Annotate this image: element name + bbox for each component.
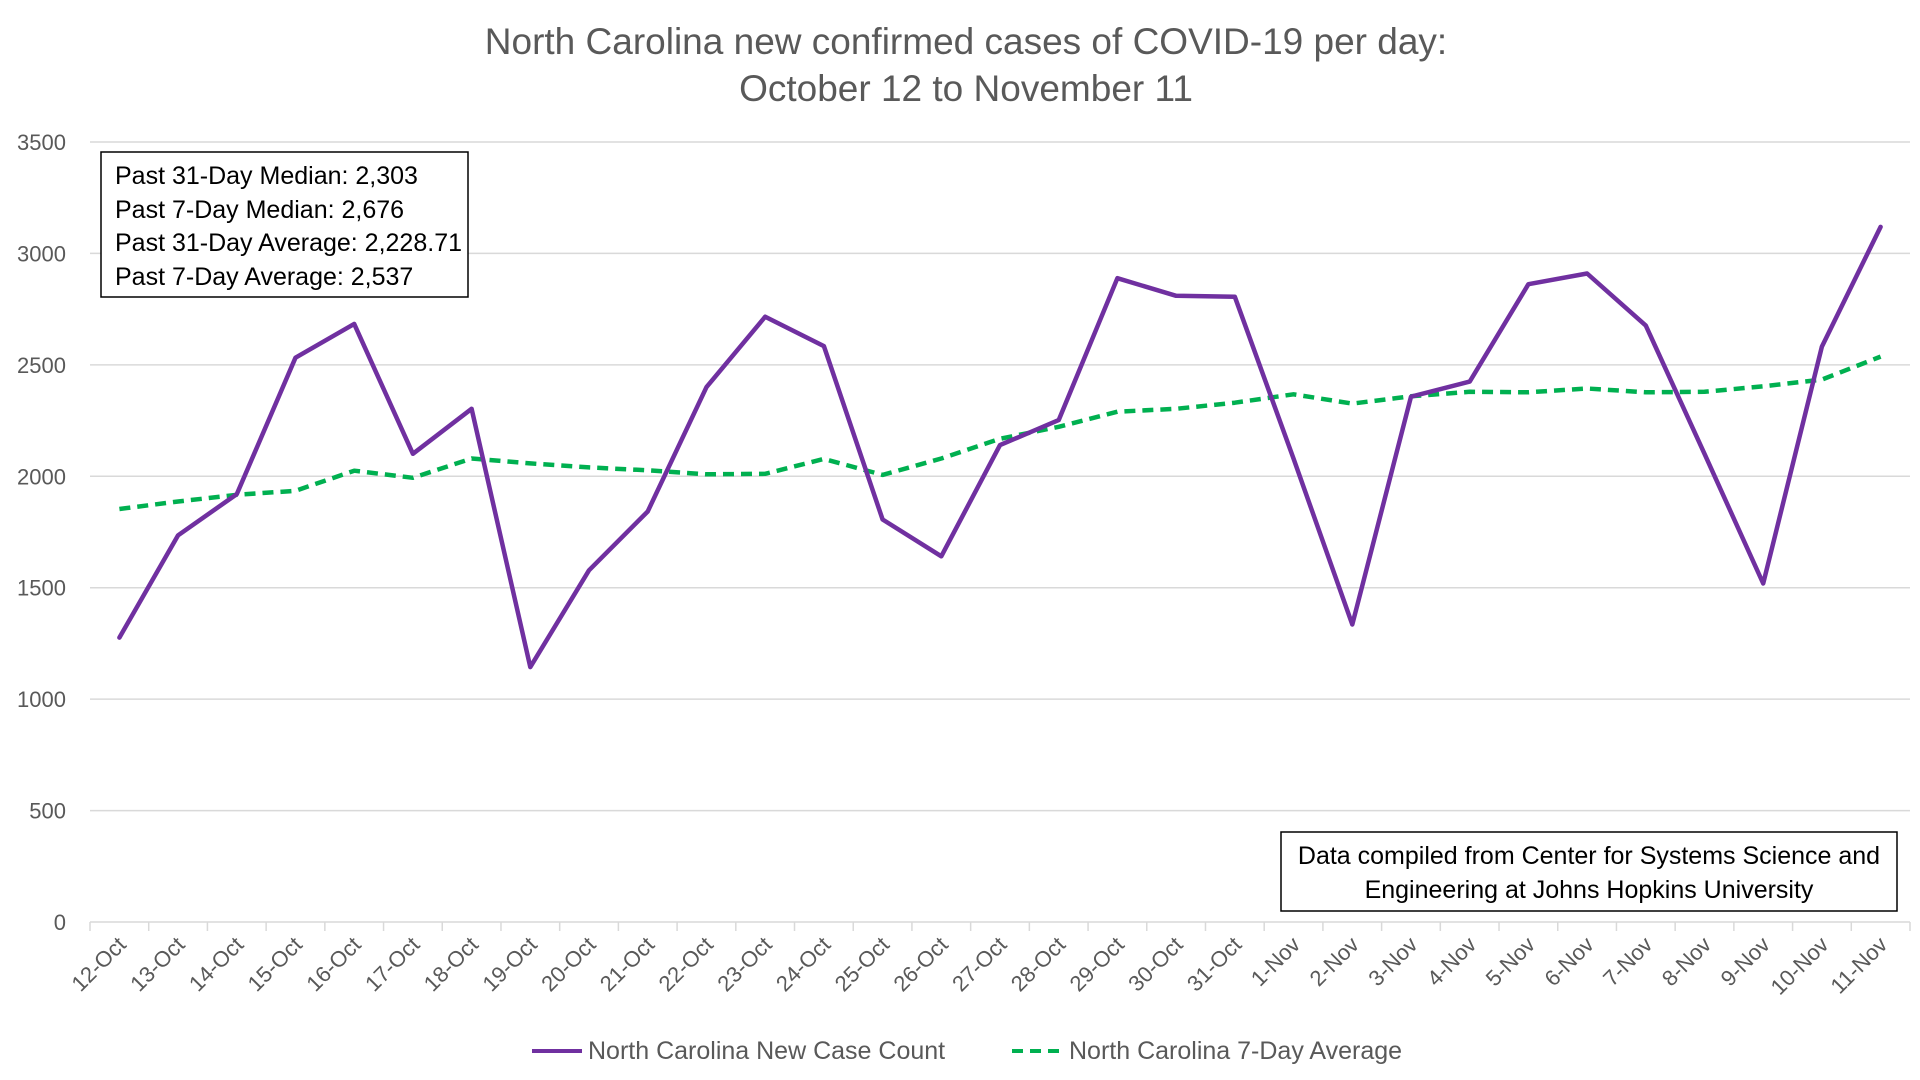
x-tick-label: 19-Oct bbox=[477, 932, 541, 996]
x-tick-label: 8-Nov bbox=[1657, 932, 1716, 991]
stats-line-4: Past 7-Day Average: 2,537 bbox=[115, 263, 413, 291]
x-tick-label: 1-Nov bbox=[1246, 932, 1305, 991]
stats-line-1: Past 31-Day Median: 2,303 bbox=[115, 162, 418, 190]
y-tick-label: 1500 bbox=[17, 576, 66, 601]
stats-line-3: Past 31-Day Average: 2,228.71 bbox=[115, 229, 462, 257]
x-tick-label: 25-Oct bbox=[830, 932, 894, 996]
x-tick-label: 4-Nov bbox=[1422, 932, 1481, 991]
series-line-7-day-average bbox=[119, 354, 1882, 512]
x-tick-label: 26-Oct bbox=[888, 932, 952, 996]
y-tick-label: 1000 bbox=[17, 687, 66, 712]
y-axis-ticks: 0 500 1000 1500 2000 2500 3000 3500 bbox=[17, 130, 66, 935]
x-tick-label: 15-Oct bbox=[243, 932, 307, 996]
x-tick-label: 20-Oct bbox=[536, 932, 600, 996]
x-tick-label: 23-Oct bbox=[712, 932, 776, 996]
x-tick-label: 30-Oct bbox=[1123, 932, 1187, 996]
x-tick-label: 16-Oct bbox=[301, 932, 365, 996]
x-tick-label: 13-Oct bbox=[125, 932, 189, 996]
y-tick-label: 3500 bbox=[17, 130, 66, 155]
source-line-1: Data compiled from Center for Systems Sc… bbox=[1298, 842, 1880, 870]
source-line-2: Engineering at Johns Hopkins University bbox=[1365, 876, 1814, 904]
x-tick-label: 27-Oct bbox=[947, 932, 1011, 996]
stats-line-2: Past 7-Day Median: 2,676 bbox=[115, 196, 404, 224]
chart-subtitle: October 12 to November 11 bbox=[739, 68, 1193, 109]
x-tick-label: 21-Oct bbox=[595, 932, 659, 996]
x-tick-label: 18-Oct bbox=[419, 932, 483, 996]
y-tick-label: 3000 bbox=[17, 241, 66, 266]
source-annotation-box: Data compiled from Center for Systems Sc… bbox=[1280, 831, 1898, 912]
x-tick-label: 31-Oct bbox=[1182, 932, 1246, 996]
chart-title: North Carolina new confirmed cases of CO… bbox=[485, 21, 1447, 62]
y-tick-label: 0 bbox=[54, 910, 66, 935]
x-tick-label: 10-Nov bbox=[1766, 932, 1834, 1000]
y-tick-label: 2000 bbox=[17, 464, 66, 489]
legend-label-7-day-average: North Carolina 7-Day Average bbox=[1069, 1037, 1402, 1065]
x-tick-label: 17-Oct bbox=[360, 932, 424, 996]
x-tick-label: 2-Nov bbox=[1305, 932, 1364, 991]
x-tick-label: 7-Nov bbox=[1598, 932, 1657, 991]
y-tick-label: 500 bbox=[29, 799, 66, 824]
x-tick-label: 3-Nov bbox=[1363, 932, 1422, 991]
x-tick-label: 11-Nov bbox=[1826, 932, 1893, 999]
stats-annotation-box: Past 31-Day Median: 2,303 Past 7-Day Med… bbox=[100, 151, 469, 298]
x-tick-label: 12-Oct bbox=[67, 932, 131, 996]
legend-label-new-case-count: North Carolina New Case Count bbox=[588, 1037, 945, 1065]
series-line-new-case-count bbox=[117, 224, 1883, 670]
x-tick-label: 28-Oct bbox=[1006, 932, 1070, 996]
series-lines bbox=[117, 224, 1883, 670]
x-axis-ticks: 12-Oct13-Oct14-Oct15-Oct16-Oct17-Oct18-O… bbox=[67, 932, 1893, 1000]
x-tick-label: 24-Oct bbox=[771, 932, 835, 996]
legend-item-new-case-count: North Carolina New Case Count bbox=[532, 1037, 945, 1065]
x-tick-label: 22-Oct bbox=[654, 932, 718, 996]
legend-item-7-day-average: North Carolina 7-Day Average bbox=[1012, 1037, 1402, 1065]
x-tick-label: 14-Oct bbox=[184, 932, 248, 996]
x-tick-label: 6-Nov bbox=[1539, 932, 1598, 991]
x-tick-label: 5-Nov bbox=[1481, 932, 1540, 991]
x-tick-label: 29-Oct bbox=[1065, 932, 1129, 996]
y-tick-label: 2500 bbox=[17, 353, 66, 378]
legend: North Carolina New Case Count North Caro… bbox=[532, 1037, 1402, 1065]
